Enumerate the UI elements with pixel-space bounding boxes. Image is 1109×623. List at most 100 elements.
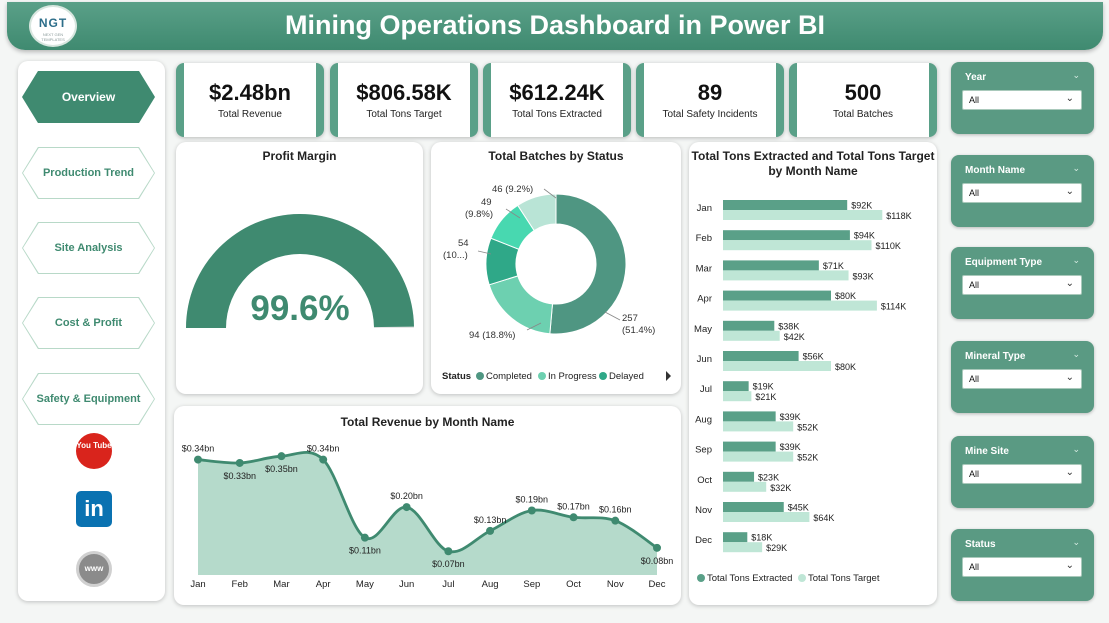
bar-extracted[interactable] <box>723 230 850 241</box>
dropdown-value: All <box>969 280 980 290</box>
x-tick-label: Aug <box>482 579 499 590</box>
revenue-point[interactable] <box>611 516 620 525</box>
bar-target[interactable] <box>723 210 883 220</box>
bar-data-label: $21K <box>755 392 776 402</box>
revenue-point[interactable] <box>653 543 661 552</box>
legend-next-arrow-icon[interactable] <box>666 371 671 381</box>
revenue-point[interactable] <box>277 452 286 461</box>
x-tick-label: Nov <box>607 579 624 590</box>
revenue-by-month-card[interactable]: Total Revenue by Month Name $0.34bn Jan $0… <box>174 406 681 605</box>
kpi-label: Total Revenue <box>218 109 282 120</box>
bar-target[interactable] <box>723 512 810 522</box>
mine-site-dropdown[interactable]: All ⌄ <box>962 464 1082 484</box>
nav-overview-button[interactable]: Overview <box>22 71 155 123</box>
bar-target[interactable] <box>723 330 780 341</box>
revenue-point[interactable] <box>527 506 536 515</box>
chevron-down-icon[interactable]: ⌄ <box>1072 537 1080 547</box>
mineral-dropdown[interactable]: All ⌄ <box>962 369 1082 389</box>
slicer-month-name: Month Name ⌄ All ⌄ <box>951 155 1094 227</box>
bar-extracted[interactable] <box>723 471 755 482</box>
revenue-point[interactable] <box>360 533 369 542</box>
profit-margin-card[interactable]: Profit Margin 99.6% <box>176 142 423 394</box>
revenue-point[interactable] <box>569 513 578 522</box>
legend-dot-delayed <box>599 372 607 380</box>
equipment-dropdown[interactable]: All ⌄ <box>962 275 1082 295</box>
bar-extracted[interactable] <box>723 411 776 422</box>
bar-target[interactable] <box>723 542 763 553</box>
revenue-point[interactable] <box>235 458 244 467</box>
donut-slice-4[interactable] <box>517 193 557 232</box>
kpi-label: Total Tons Target <box>366 109 442 120</box>
donut-label-other-a-pct: (9.8%) <box>465 209 493 220</box>
tons-by-month-card[interactable]: Total Tons Extracted and Total Tons Targ… <box>689 142 937 605</box>
bar-extracted[interactable] <box>723 532 748 543</box>
bars-title-line2: by Month Name <box>768 164 858 178</box>
chevron-down-icon: ⌄ <box>1065 560 1074 571</box>
bar-target[interactable] <box>723 421 794 432</box>
revenue-point[interactable] <box>194 455 202 464</box>
slicer-label: Mine Site <box>965 446 1009 457</box>
kpi-value: $612.24K <box>509 80 605 105</box>
bar-extracted[interactable] <box>723 351 799 361</box>
kpi-total-tons-extracted: $612.24K Total Tons Extracted <box>483 63 631 137</box>
nav-cost-profit-button[interactable]: Cost & Profit <box>22 297 155 349</box>
youtube-icon[interactable]: You Tube <box>76 433 112 469</box>
nav-safety-equipment-button[interactable]: Safety & Equipment <box>22 373 155 425</box>
logo-text: NGT <box>38 16 68 30</box>
revenue-point[interactable] <box>319 455 328 464</box>
chevron-down-icon: ⌄ <box>1065 467 1074 478</box>
bar-target[interactable] <box>723 270 849 281</box>
revenue-point[interactable] <box>402 503 411 512</box>
chevron-down-icon[interactable]: ⌄ <box>1072 163 1080 173</box>
bar-target[interactable] <box>723 451 794 462</box>
chevron-down-icon[interactable]: ⌄ <box>1072 444 1080 454</box>
slicer-label: Mineral Type <box>965 351 1026 362</box>
batches-by-status-card[interactable]: Total Batches by Status 46 (9.2%) 49 (9.… <box>431 142 681 394</box>
bar-data-label: $42K <box>784 332 805 342</box>
bar-target[interactable] <box>723 481 767 492</box>
month-dropdown[interactable]: All ⌄ <box>962 183 1082 203</box>
bar-target[interactable] <box>723 391 752 402</box>
x-tick-label: Sep <box>523 579 540 590</box>
revenue-data-label: $0.13bn <box>474 515 507 525</box>
bar-extracted[interactable] <box>723 381 749 392</box>
bar-extracted[interactable] <box>723 260 819 271</box>
bar-extracted[interactable] <box>723 200 848 210</box>
bar-target[interactable] <box>723 240 872 251</box>
revenue-point[interactable] <box>486 526 495 535</box>
donut-slice-0[interactable] <box>549 193 627 335</box>
slicer-label: Year <box>965 72 987 83</box>
bar-category-label: May <box>694 324 712 335</box>
revenue-data-label: $0.07bn <box>432 559 465 569</box>
bar-target[interactable] <box>723 361 831 371</box>
leader-line <box>543 188 557 199</box>
chevron-down-icon[interactable]: ⌄ <box>1072 349 1080 359</box>
bar-extracted[interactable] <box>723 290 831 301</box>
bar-data-label: $92K <box>851 201 872 211</box>
bar-data-label: $52K <box>797 453 818 463</box>
nav-production-trend-button[interactable]: Production Trend <box>22 147 155 199</box>
website-globe-icon[interactable]: www <box>76 551 112 587</box>
year-dropdown[interactable]: All ⌄ <box>962 90 1082 110</box>
legend-dot-completed <box>476 372 484 380</box>
chevron-down-icon[interactable]: ⌄ <box>1072 255 1080 265</box>
revenue-data-label: $0.16bn <box>599 505 632 515</box>
donut-slices <box>485 193 627 335</box>
kpi-value: 89 <box>697 80 723 105</box>
donut-slice-1[interactable] <box>488 275 554 335</box>
ngt-logo: NGT NEXT GEN TEMPLATES <box>29 5 77 47</box>
bar-target[interactable] <box>723 300 877 311</box>
nav-site-analysis-button[interactable]: Site Analysis <box>22 222 155 274</box>
bar-extracted[interactable] <box>723 502 784 512</box>
bar-category-label: Sep <box>695 445 712 456</box>
leader-line <box>604 311 621 321</box>
slicer-label: Equipment Type <box>965 257 1043 268</box>
status-dropdown[interactable]: All ⌄ <box>962 557 1082 577</box>
bar-extracted[interactable] <box>723 320 775 331</box>
bar-extracted[interactable] <box>723 441 776 452</box>
revenue-data-label: $0.08bn <box>641 556 674 566</box>
leader-line <box>477 250 492 255</box>
revenue-point[interactable] <box>444 547 453 556</box>
linkedin-icon[interactable]: in <box>76 491 112 527</box>
chevron-down-icon[interactable]: ⌄ <box>1072 70 1080 80</box>
